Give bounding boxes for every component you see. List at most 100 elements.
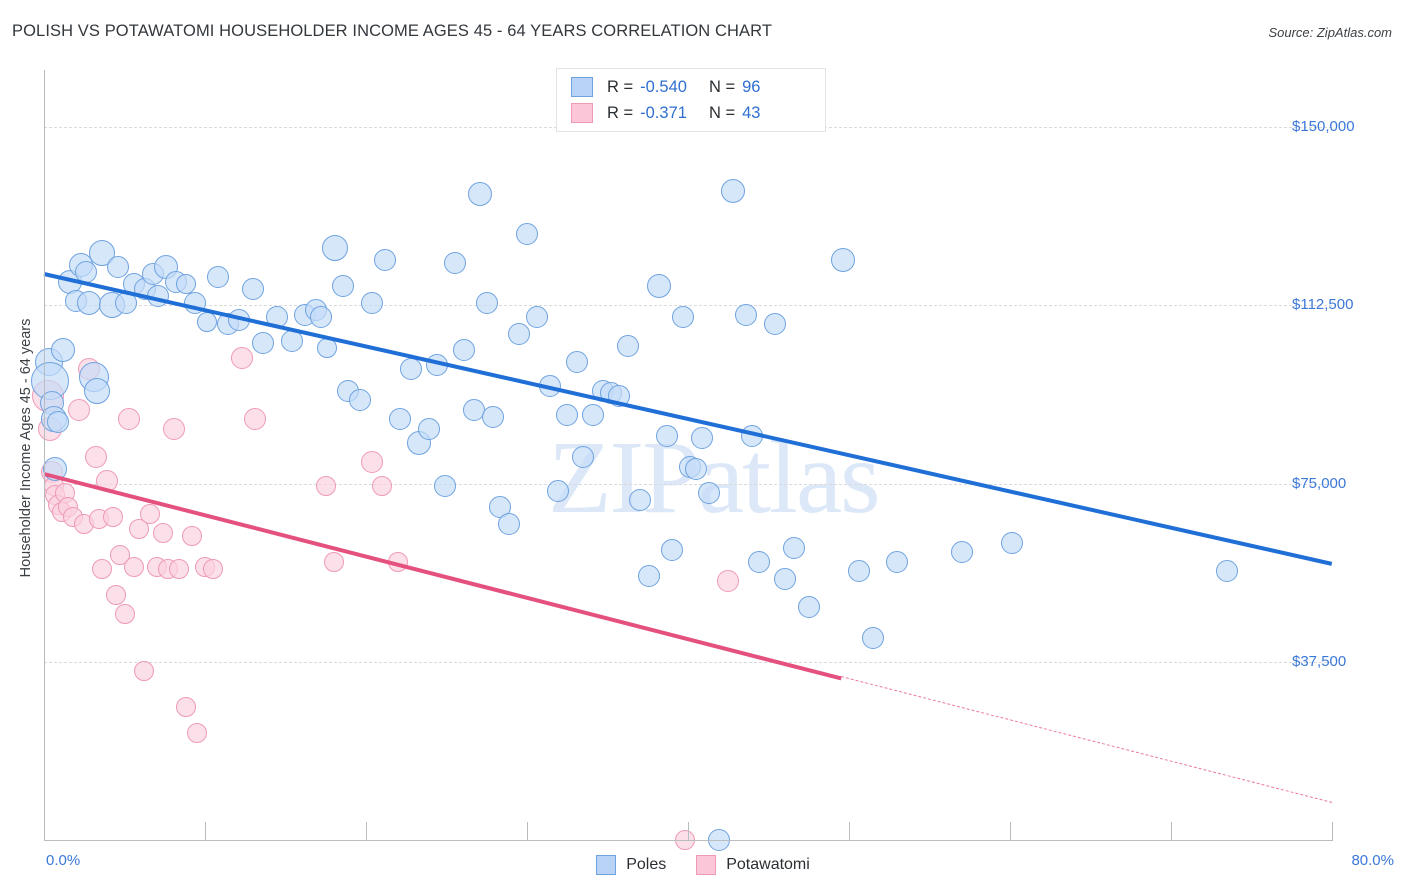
data-point[interactable]	[546, 479, 569, 502]
data-point[interactable]	[647, 274, 672, 299]
data-point[interactable]	[797, 596, 820, 619]
data-point[interactable]	[516, 222, 538, 245]
data-point[interactable]	[118, 408, 141, 431]
data-point[interactable]	[400, 358, 423, 381]
data-point[interactable]	[425, 353, 448, 376]
data-point[interactable]	[1216, 560, 1239, 583]
data-point[interactable]	[95, 470, 118, 493]
data-point[interactable]	[323, 551, 344, 572]
data-point[interactable]	[361, 291, 384, 314]
data-point[interactable]	[84, 377, 111, 404]
data-point[interactable]	[691, 427, 714, 450]
data-point[interactable]	[114, 604, 135, 625]
data-point[interactable]	[672, 306, 695, 329]
data-point[interactable]	[196, 311, 217, 332]
data-point[interactable]	[721, 179, 746, 204]
data-point[interactable]	[206, 265, 229, 288]
data-point[interactable]	[242, 277, 265, 300]
data-point[interactable]	[582, 403, 604, 426]
data-point[interactable]	[280, 329, 303, 352]
data-point[interactable]	[133, 661, 154, 682]
data-point[interactable]	[374, 249, 397, 272]
data-point[interactable]	[607, 384, 630, 407]
data-point[interactable]	[103, 506, 124, 527]
data-point[interactable]	[186, 723, 207, 744]
data-point[interactable]	[572, 446, 595, 469]
data-point[interactable]	[741, 424, 764, 447]
data-point[interactable]	[361, 451, 384, 474]
data-point[interactable]	[950, 541, 973, 564]
data-point[interactable]	[175, 273, 196, 294]
data-point[interactable]	[565, 351, 588, 374]
data-point[interactable]	[847, 560, 870, 583]
data-point[interactable]	[182, 525, 203, 546]
data-point[interactable]	[266, 306, 289, 329]
data-point[interactable]	[47, 410, 70, 433]
data-point[interactable]	[697, 482, 720, 505]
data-point[interactable]	[734, 303, 757, 326]
data-point[interactable]	[147, 284, 170, 307]
data-point[interactable]	[322, 235, 349, 262]
data-point[interactable]	[886, 550, 909, 573]
data-point[interactable]	[433, 474, 456, 497]
data-point[interactable]	[84, 446, 107, 469]
data-point[interactable]	[538, 375, 561, 398]
data-point[interactable]	[68, 398, 91, 421]
data-point[interactable]	[388, 551, 409, 572]
data-point[interactable]	[107, 256, 130, 279]
data-point[interactable]	[91, 559, 112, 580]
data-point[interactable]	[507, 322, 530, 345]
data-point[interactable]	[482, 405, 505, 428]
data-point[interactable]	[638, 565, 661, 588]
data-point[interactable]	[163, 417, 186, 440]
data-point[interactable]	[175, 696, 196, 717]
data-point[interactable]	[309, 306, 332, 329]
data-point[interactable]	[1000, 531, 1023, 554]
data-point[interactable]	[243, 408, 266, 431]
data-point[interactable]	[153, 523, 174, 544]
data-point[interactable]	[315, 475, 336, 496]
data-point[interactable]	[106, 585, 127, 606]
data-point[interactable]	[525, 306, 548, 329]
data-point[interactable]	[43, 457, 68, 482]
data-point[interactable]	[617, 334, 640, 357]
data-point[interactable]	[656, 424, 679, 447]
data-point[interactable]	[628, 489, 651, 512]
data-point[interactable]	[453, 339, 476, 362]
data-point[interactable]	[685, 458, 708, 481]
data-point[interactable]	[475, 291, 498, 314]
data-point[interactable]	[388, 408, 411, 431]
data-point[interactable]	[830, 248, 855, 273]
data-point[interactable]	[348, 389, 371, 412]
data-point[interactable]	[77, 290, 102, 315]
data-point[interactable]	[443, 251, 466, 274]
legend-item-poles[interactable]: Poles	[596, 855, 666, 875]
data-point[interactable]	[417, 417, 440, 440]
data-point[interactable]	[251, 332, 274, 355]
data-point[interactable]	[660, 539, 683, 562]
data-point[interactable]	[556, 403, 579, 426]
data-point[interactable]	[773, 567, 796, 590]
data-point[interactable]	[203, 559, 224, 580]
data-point[interactable]	[184, 291, 207, 314]
data-point[interactable]	[763, 313, 786, 336]
data-point[interactable]	[169, 559, 190, 580]
data-point[interactable]	[317, 338, 338, 359]
data-point[interactable]	[783, 536, 806, 559]
data-point[interactable]	[372, 475, 393, 496]
data-point[interactable]	[332, 275, 355, 298]
data-point[interactable]	[128, 518, 149, 539]
data-point[interactable]	[468, 181, 493, 206]
data-point[interactable]	[231, 346, 254, 369]
data-point[interactable]	[140, 504, 161, 525]
data-point[interactable]	[109, 544, 130, 565]
data-point[interactable]	[74, 261, 97, 283]
data-point[interactable]	[227, 308, 250, 331]
legend-item-potawatomi[interactable]: Potawatomi	[696, 855, 810, 875]
data-point[interactable]	[717, 569, 740, 592]
data-point[interactable]	[124, 556, 145, 577]
data-point[interactable]	[862, 626, 885, 649]
data-point[interactable]	[747, 550, 770, 573]
data-point[interactable]	[51, 338, 76, 363]
data-point[interactable]	[498, 512, 521, 535]
